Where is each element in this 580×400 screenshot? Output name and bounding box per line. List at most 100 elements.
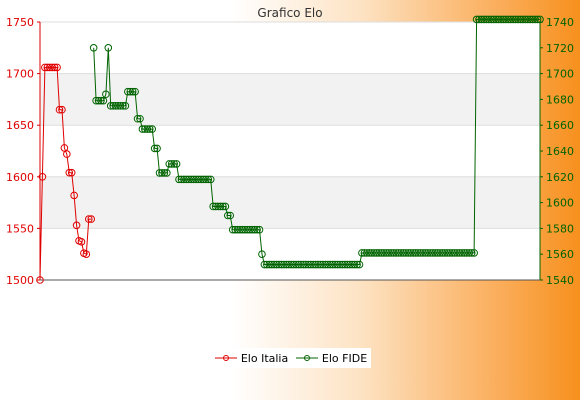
- data-point: [116, 102, 125, 110]
- data-point: [204, 175, 213, 184]
- plot-band: [40, 22, 540, 74]
- data-point: [453, 249, 461, 257]
- data-point: [170, 160, 178, 168]
- data-point: [392, 249, 400, 257]
- data-point: [258, 250, 266, 258]
- data-point: [224, 211, 232, 220]
- data-point: [448, 249, 456, 257]
- legend-swatch-fide: [295, 355, 318, 361]
- data-point: [160, 169, 169, 177]
- data-point: [480, 15, 488, 24]
- data-point: [124, 87, 132, 96]
- data-point: [177, 175, 186, 184]
- legend-item-italia: Elo Italia: [214, 351, 289, 365]
- data-point: [87, 215, 96, 223]
- data-point: [248, 225, 256, 234]
- data-point: [55, 105, 64, 114]
- data-point: [438, 249, 447, 257]
- data-point: [536, 15, 544, 24]
- data-point: [345, 260, 354, 269]
- legend-label-italia: Elo Italia: [240, 351, 289, 365]
- data-point: [155, 169, 164, 177]
- data-point: [502, 15, 510, 24]
- data-point: [324, 260, 332, 269]
- legend-label-fide: Elo FIDE: [321, 351, 368, 365]
- data-point: [404, 249, 413, 257]
- chart-title: Grafico Elo: [257, 6, 322, 20]
- data-point: [494, 15, 503, 24]
- data-point: [38, 173, 47, 181]
- data-point: [260, 260, 269, 269]
- plot-band: [40, 125, 540, 177]
- data-point: [148, 125, 156, 133]
- data-point: [311, 260, 320, 269]
- data-point: [382, 249, 391, 257]
- data-point: [389, 249, 398, 257]
- data-point: [111, 102, 120, 110]
- right-tick-label: 1640: [546, 145, 574, 158]
- data-point: [458, 249, 466, 257]
- data-point: [133, 114, 142, 123]
- data-point: [209, 202, 217, 211]
- data-point: [365, 249, 374, 257]
- data-point: [184, 175, 193, 184]
- data-point: [199, 175, 208, 184]
- data-point: [509, 15, 517, 24]
- data-point: [304, 260, 313, 269]
- data-point: [189, 175, 198, 184]
- data-point: [350, 260, 359, 269]
- data-point: [48, 63, 56, 72]
- data-point: [94, 96, 103, 105]
- data-point: [465, 249, 474, 257]
- data-point: [289, 260, 298, 269]
- data-point: [358, 249, 366, 257]
- data-point: [409, 249, 417, 257]
- data-point: [77, 238, 86, 246]
- data-point: [272, 260, 281, 269]
- data-point: [492, 15, 500, 24]
- data-point: [153, 144, 161, 153]
- data-point: [126, 87, 135, 96]
- data-point: [182, 175, 191, 184]
- data-point: [528, 15, 537, 24]
- data-point: [443, 249, 452, 257]
- data-point: [355, 260, 364, 269]
- data-point: [138, 125, 147, 133]
- data-point: [531, 15, 539, 24]
- data-point: [433, 249, 442, 257]
- data-point: [343, 260, 352, 269]
- data-point: [99, 96, 108, 105]
- data-point: [533, 15, 542, 24]
- data-point: [202, 175, 210, 184]
- data-point: [41, 63, 49, 72]
- data-point: [514, 15, 522, 24]
- data-point: [397, 249, 405, 257]
- right-tick-label: 1540: [546, 274, 574, 287]
- data-point: [319, 260, 327, 269]
- data-point: [141, 125, 149, 133]
- data-point: [214, 202, 222, 211]
- left-tick-label: 1600: [6, 171, 34, 184]
- legend: Elo Italia Elo FIDE: [211, 348, 371, 368]
- right-tick-label: 1620: [546, 171, 574, 184]
- data-point: [255, 225, 264, 234]
- data-point: [380, 249, 388, 257]
- data-point: [231, 225, 239, 234]
- data-point: [309, 260, 317, 269]
- data-point: [109, 102, 117, 110]
- data-point: [50, 63, 59, 72]
- data-point: [455, 249, 464, 257]
- left-tick-label: 1750: [6, 16, 34, 29]
- data-point: [419, 249, 427, 257]
- data-point: [436, 249, 444, 257]
- data-point: [428, 249, 437, 257]
- data-point: [128, 87, 137, 96]
- data-point: [414, 249, 422, 257]
- data-point: [504, 15, 513, 24]
- data-point: [326, 260, 335, 269]
- data-point: [416, 249, 425, 257]
- data-point: [282, 260, 291, 269]
- data-point: [484, 15, 493, 24]
- data-point: [119, 102, 127, 110]
- data-point: [136, 114, 144, 123]
